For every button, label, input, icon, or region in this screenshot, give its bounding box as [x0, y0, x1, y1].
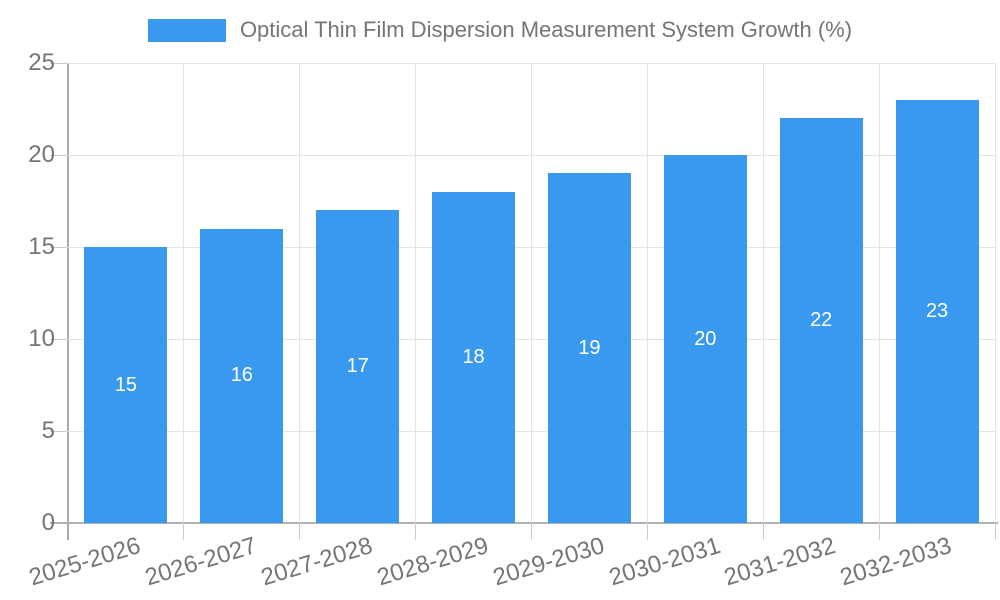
x-tick — [183, 523, 185, 540]
x-tick-label: 2029-2030 — [489, 532, 608, 592]
y-tick-label: 15 — [28, 233, 55, 260]
legend-label: Optical Thin Film Dispersion Measurement… — [239, 17, 853, 42]
y-tick-label: 20 — [28, 141, 55, 168]
y-tick — [50, 430, 68, 432]
bar-2029-2030: 19 — [547, 173, 631, 523]
y-tick — [50, 338, 68, 340]
bar-2028-2029: 18 — [432, 191, 516, 523]
v-gridline — [994, 63, 996, 523]
bar-2030-2031: 20 — [663, 155, 747, 523]
plot-area: 0 5 10 15 20 25 15 16 17 18 19 20 22 23 2025-2026 2026-… — [26, 49, 998, 591]
bar-2025-2026: 15 — [84, 247, 168, 523]
bar-2027-2028: 17 — [316, 210, 400, 523]
x-tick — [531, 523, 532, 540]
y-tick — [50, 62, 68, 64]
bar-value-label: 17 — [346, 355, 369, 378]
bar-value-label: 16 — [230, 364, 253, 387]
x-tick-label: 2030-2031 — [605, 532, 724, 592]
x-tick-label: 2032-2033 — [837, 532, 955, 592]
x-tick — [762, 523, 764, 540]
x-tick-label: 2027-2028 — [257, 532, 376, 592]
y-axis-line — [67, 63, 69, 540]
bar-value-label: 15 — [114, 373, 138, 396]
legend: Optical Thin Film Dispersion Measurement… — [0, 17, 1000, 43]
bar-value-label: 23 — [925, 299, 949, 322]
x-tick — [646, 523, 648, 540]
bar-2026-2027: 16 — [200, 228, 284, 523]
bar-2031-2032: 22 — [779, 118, 863, 523]
y-tick-label: 25 — [28, 49, 55, 76]
x-tick-label: 2026-2027 — [142, 532, 260, 592]
v-gridline — [415, 63, 417, 523]
x-tick — [299, 523, 301, 540]
bar-value-label: 20 — [694, 327, 717, 350]
y-tick — [50, 154, 68, 156]
y-tick-label: 10 — [28, 325, 55, 352]
x-tick-label: 2031-2032 — [721, 532, 840, 592]
x-tick-label: 2025-2026 — [26, 532, 144, 592]
bar-value-label: 22 — [810, 309, 833, 332]
v-gridline — [299, 63, 301, 523]
v-gridline — [646, 63, 648, 523]
v-gridline — [762, 63, 764, 523]
x-tick — [415, 523, 417, 540]
x-tick — [994, 523, 996, 540]
bar-2032-2033: 23 — [895, 99, 979, 523]
v-gridline — [531, 63, 532, 523]
x-axis-line — [50, 522, 998, 524]
y-tick-label: 5 — [41, 417, 55, 444]
x-tick-label: 2028-2029 — [373, 532, 492, 592]
v-gridline — [183, 63, 185, 523]
x-tick — [878, 523, 880, 540]
bar-value-label: 19 — [578, 336, 601, 359]
bar-value-label: 18 — [462, 345, 485, 368]
v-gridline — [878, 63, 880, 523]
y-tick — [50, 246, 68, 248]
legend-swatch — [147, 18, 226, 42]
y-tick-label: 0 — [41, 509, 55, 536]
